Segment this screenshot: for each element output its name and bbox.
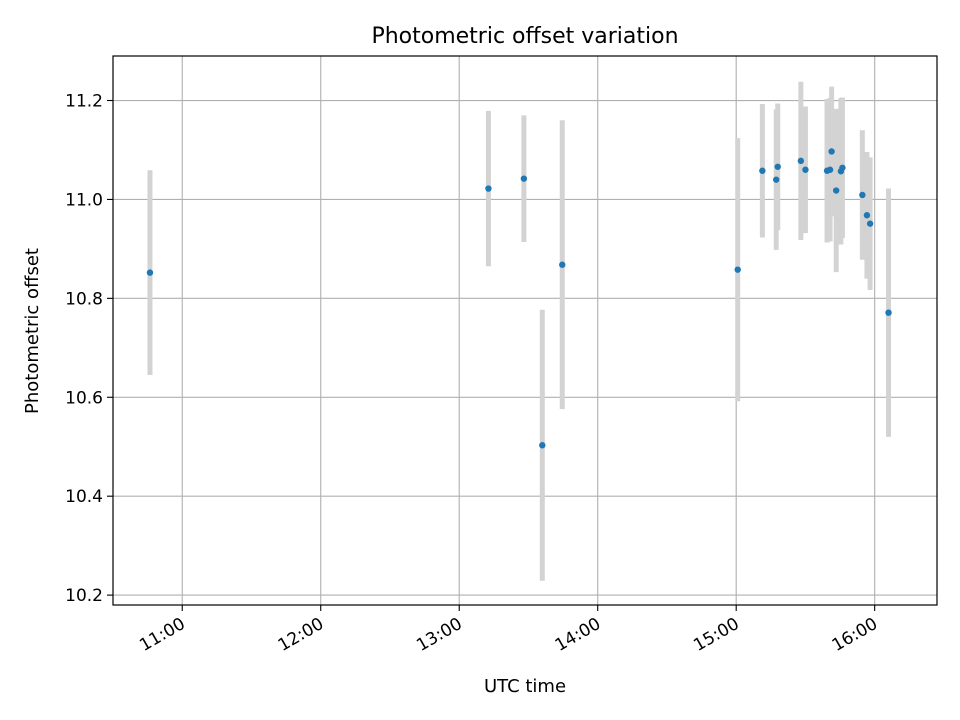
data-point xyxy=(832,187,840,194)
data-point xyxy=(863,212,871,219)
data-point xyxy=(539,442,546,449)
data-point xyxy=(802,166,809,173)
data-point xyxy=(828,148,835,155)
y-tick-label: 10.6 xyxy=(65,388,103,408)
y-tick-label: 11.2 xyxy=(65,92,103,112)
data-point xyxy=(885,309,892,316)
y-tick-label: 10.2 xyxy=(65,586,103,606)
y-tick-label: 10.8 xyxy=(65,289,103,309)
y-tick-label: 10.4 xyxy=(65,487,103,507)
data-point xyxy=(866,220,874,227)
data-point xyxy=(759,167,766,174)
data-point xyxy=(839,164,846,171)
data-point xyxy=(773,176,780,183)
data-point xyxy=(559,261,566,268)
chart-title: Photometric offset variation xyxy=(371,24,678,49)
data-point xyxy=(520,175,528,182)
data-point xyxy=(734,266,741,273)
data-point xyxy=(797,157,805,165)
data-point xyxy=(826,166,834,173)
data-point xyxy=(774,163,781,170)
y-tick-label: 11.0 xyxy=(65,190,103,210)
x-axis-label: UTC time xyxy=(484,676,566,697)
y-axis-label: Photometric offset xyxy=(22,248,43,414)
data-points xyxy=(146,148,892,449)
data-point xyxy=(859,191,866,199)
data-point xyxy=(146,269,154,276)
plot-frame xyxy=(112,55,938,606)
y-axis-ticks: 10.2 10.4 10.6 10.8 11.0 11.2 xyxy=(65,92,113,606)
data-point xyxy=(485,185,492,192)
